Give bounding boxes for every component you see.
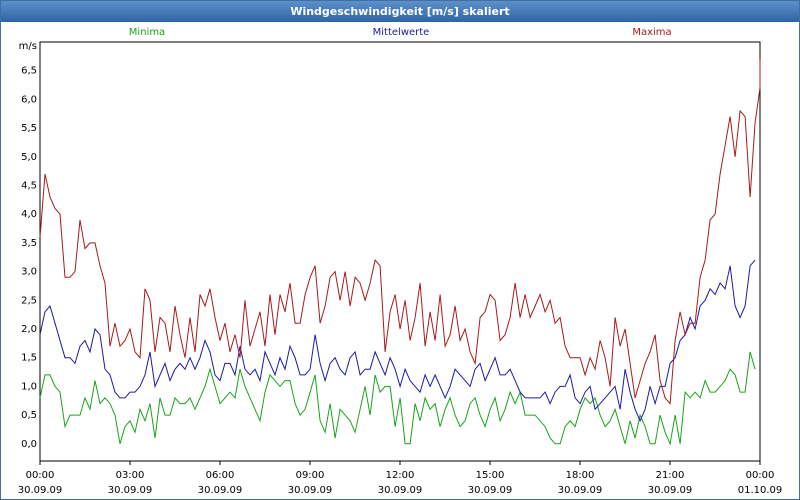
series-line-maxima xyxy=(39,59,761,405)
x-tick-time: 00:00 xyxy=(746,470,775,481)
y-tick-label: 6,0 xyxy=(21,94,37,105)
x-tick-time: 21:00 xyxy=(656,470,685,481)
y-tick-label: 6,5 xyxy=(21,66,37,77)
y-tick-label: 5,5 xyxy=(21,123,37,134)
x-tick-time: 03:00 xyxy=(116,470,145,481)
y-tick-label: 4,0 xyxy=(21,209,37,220)
y-tick-label: 4,5 xyxy=(21,180,37,191)
series-group xyxy=(39,59,761,446)
x-tick-date: 30.09.09 xyxy=(468,485,513,496)
plot-frame xyxy=(39,41,761,462)
x-tick-time: 06:00 xyxy=(206,470,235,481)
x-tick-date: 01.10.09 xyxy=(738,485,783,496)
y-tick-label: 3,0 xyxy=(21,267,37,278)
y-tick-label: 1,5 xyxy=(21,353,37,364)
legend-item-mittelwerte: Mittelwerte xyxy=(373,27,430,38)
y-axis: 0,0 0,5 1,0 1,5 2,0 2,5 3,0 3,5 4,0 4,5 5,0 5,5 6,0 6… xyxy=(19,41,37,450)
x-tick-date: 30.09.09 xyxy=(18,485,63,496)
x-tick-time: 09:00 xyxy=(296,470,325,481)
x-tick-date: 30.09.09 xyxy=(648,485,693,496)
y-tick-label: 1,0 xyxy=(21,381,37,392)
y-tick-label: 0,5 xyxy=(21,410,37,421)
x-axis: 00:00 30.09.09 03:00 30.09.09 06:00 30.09.09 0… xyxy=(18,461,783,496)
window-title: Windgeschwindigkeit [m/s] skaliert xyxy=(1,1,799,22)
x-tick-date: 30.09.09 xyxy=(198,485,243,496)
x-tick-date: 30.09.09 xyxy=(558,485,603,496)
y-tick-label: 2,5 xyxy=(21,295,37,306)
y-axis-label: m/s xyxy=(19,41,37,52)
legend-item-minima: Minima xyxy=(129,27,165,38)
y-tick-label: 2,0 xyxy=(21,324,37,335)
y-tick-label: 5,0 xyxy=(21,152,37,163)
x-tick-date: 30.09.09 xyxy=(378,485,423,496)
legend: Minima Mittelwerte Maxima xyxy=(129,27,672,38)
y-tick-label: 0,0 xyxy=(21,439,37,450)
series-line-minima xyxy=(39,351,756,446)
x-tick-date: 30.09.09 xyxy=(108,485,153,496)
y-tick-label: 3,5 xyxy=(21,238,37,249)
x-tick-date: 30.09.09 xyxy=(288,485,333,496)
x-tick-time: 18:00 xyxy=(566,470,595,481)
series-line-mittelwerte xyxy=(39,259,756,423)
x-tick-time: 12:00 xyxy=(386,470,415,481)
x-tick-time: 00:00 xyxy=(26,470,55,481)
x-tick-time: 15:00 xyxy=(476,470,505,481)
plot-frame-group xyxy=(39,41,761,462)
legend-item-maxima: Maxima xyxy=(632,27,671,38)
